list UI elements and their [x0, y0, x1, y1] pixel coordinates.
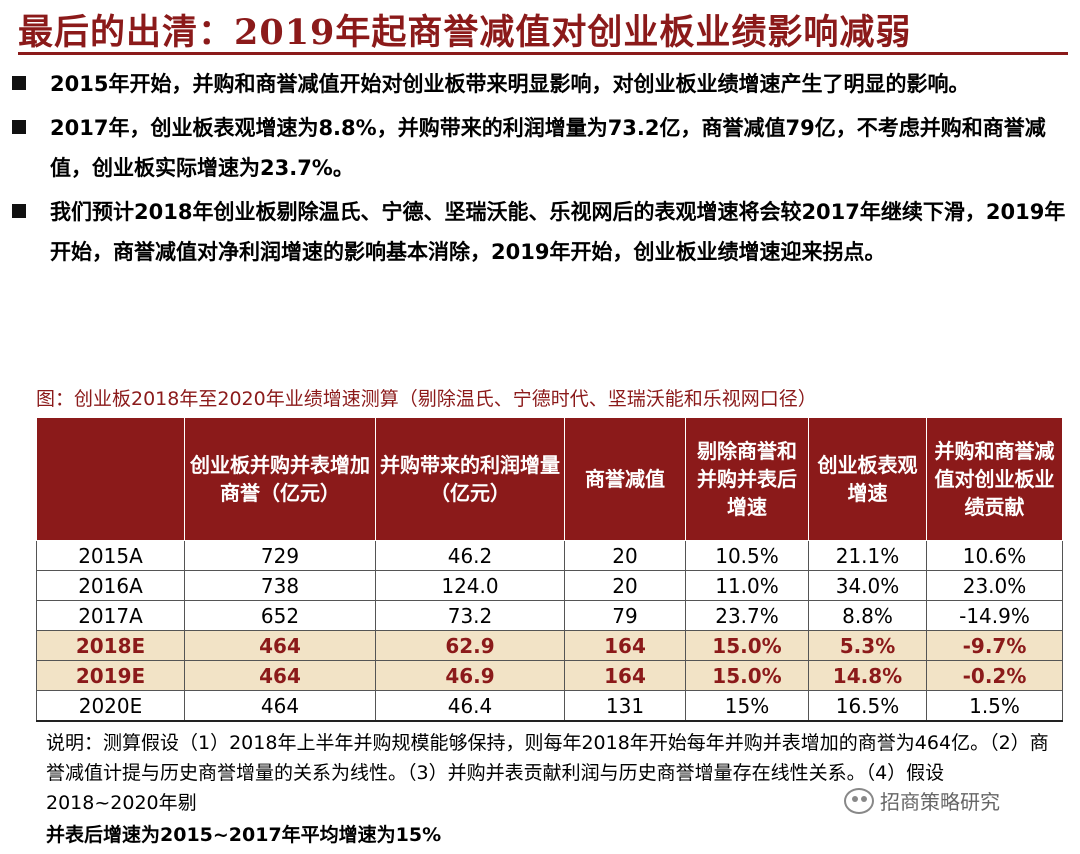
table-cell: 131	[564, 690, 686, 722]
table-cell: 729	[184, 540, 376, 571]
table-cell: 164	[564, 630, 686, 661]
bullet-item: 我们预计2018年创业板剔除温氏、宁德、坚瑞沃能、乐视网后的表观增速将会较201…	[12, 192, 1067, 272]
table-row: 2015A 729 46.2 20 10.5% 21.1% 10.6%	[36, 540, 1063, 571]
watermark: 招商策略研究	[842, 784, 1006, 817]
header-cell-adjusted-growth: 剔除商誉和并购并表后增速	[685, 417, 809, 541]
table-cell: 464	[184, 690, 376, 722]
watermark-text: 招商策略研究	[880, 790, 1000, 814]
table-cell: 23.0%	[926, 570, 1063, 601]
header-cell-year	[36, 417, 185, 541]
table-cell: 2017A	[36, 600, 185, 631]
table-caption: 图：创业板2018年至2020年业绩增速测算（剔除温氏、宁德时代、坚瑞沃能和乐视…	[36, 388, 817, 410]
table-cell: 464	[184, 630, 376, 661]
table-row: 2018E 464 62.9 164 15.0% 5.3% -9.7%	[36, 630, 1063, 661]
table-cell: 464	[184, 660, 376, 691]
table-cell: 10.5%	[685, 540, 809, 571]
bullet-list: 2015年开始，并购和商誉减值开始对创业板带来明显影响，对创业板业绩增速产生了明…	[12, 64, 1067, 276]
square-bullet-icon	[12, 120, 26, 134]
table-cell: 34.0%	[808, 570, 927, 601]
bullet-item: 2015年开始，并购和商誉减值开始对创业板带来明显影响，对创业板业绩增速产生了明…	[12, 64, 1067, 104]
table-cell: 46.9	[375, 660, 565, 691]
table-cell: 20	[564, 570, 686, 601]
page-title: 最后的出清：2019年起商誉减值对创业板业绩影响减弱	[18, 12, 912, 53]
table-cell: 124.0	[375, 570, 565, 601]
table-cell: 73.2	[375, 600, 565, 631]
table-cell: 23.7%	[685, 600, 809, 631]
forecast-table: 创业板并购并表增加商誉（亿元） 并购带来的利润增量（亿元） 商誉减值 剔除商誉和…	[36, 417, 1063, 722]
bullet-item: 2017年，创业板表观增速为8.8%，并购带来的利润增量为73.2亿，商誉减值7…	[12, 108, 1067, 188]
table-cell: -14.9%	[926, 600, 1063, 631]
table-cell: 8.8%	[808, 600, 927, 631]
table-cell: 46.2	[375, 540, 565, 571]
table-cell: 20	[564, 540, 686, 571]
table-cell: 15.0%	[685, 660, 809, 691]
table-cell: 62.9	[375, 630, 565, 661]
header-cell-profit-increment: 并购带来的利润增量（亿元）	[375, 417, 565, 541]
table-note-conclusion: 并表后增速为2015~2017年平均增速为15%	[46, 824, 442, 846]
bullet-text: 2017年，创业板表观增速为8.8%，并购带来的利润增量为73.2亿，商誉减值7…	[50, 116, 1046, 180]
table-cell: -0.2%	[926, 660, 1063, 691]
wechat-icon	[844, 787, 874, 814]
title-divider	[18, 52, 1068, 55]
table-cell: 5.3%	[808, 630, 927, 661]
header-cell-impairment: 商誉减值	[564, 417, 686, 541]
table-row: 2016A 738 124.0 20 11.0% 34.0% 23.0%	[36, 570, 1063, 601]
table-row: 2020E 464 46.4 131 15% 16.5% 1.5%	[36, 690, 1063, 722]
header-cell-apparent-growth: 创业板表观增速	[808, 417, 927, 541]
header-cell-contribution: 并购和商誉减值对创业板业绩贡献	[926, 417, 1063, 541]
square-bullet-icon	[12, 204, 26, 218]
table-cell: 79	[564, 600, 686, 631]
table-cell: 2016A	[36, 570, 185, 601]
table-cell: 11.0%	[685, 570, 809, 601]
table-cell: 164	[564, 660, 686, 691]
header-cell-goodwill-added: 创业板并购并表增加商誉（亿元）	[184, 417, 376, 541]
table-cell: 15.0%	[685, 630, 809, 661]
table-row: 2019E 464 46.9 164 15.0% 14.8% -0.2%	[36, 660, 1063, 691]
table-cell: 2020E	[36, 690, 185, 722]
table-cell: 2019E	[36, 660, 185, 691]
table-cell: 46.4	[375, 690, 565, 722]
table-cell: 2015A	[36, 540, 185, 571]
table-cell: 1.5%	[926, 690, 1063, 722]
table-row: 2017A 652 73.2 79 23.7% 8.8% -14.9%	[36, 600, 1063, 631]
table-cell: 738	[184, 570, 376, 601]
table-cell: -9.7%	[926, 630, 1063, 661]
table-cell: 14.8%	[808, 660, 927, 691]
table-cell: 21.1%	[808, 540, 927, 571]
table-header-row: 创业板并购并表增加商誉（亿元） 并购带来的利润增量（亿元） 商誉减值 剔除商誉和…	[36, 417, 1063, 541]
bullet-text: 我们预计2018年创业板剔除温氏、宁德、坚瑞沃能、乐视网后的表观增速将会较201…	[50, 200, 1066, 264]
table-cell: 16.5%	[808, 690, 927, 722]
table-cell: 2018E	[36, 630, 185, 661]
bullet-text: 2015年开始，并购和商誉减值开始对创业板带来明显影响，对创业板业绩增速产生了明…	[50, 72, 970, 96]
table-cell: 10.6%	[926, 540, 1063, 571]
square-bullet-icon	[12, 76, 26, 90]
table-cell: 15%	[685, 690, 809, 722]
table-note: 说明：测算假设（1）2018年上半年并购规模能够保持，则每年2018年开始每年并…	[46, 732, 1049, 814]
table-cell: 652	[184, 600, 376, 631]
